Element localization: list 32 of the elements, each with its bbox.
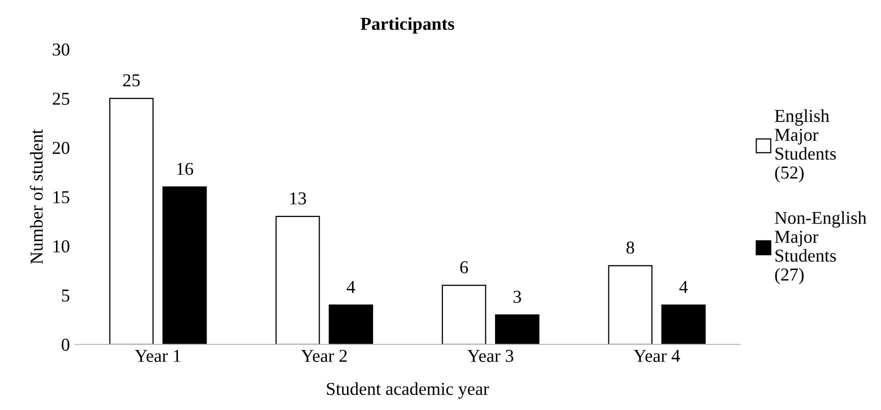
data-label: 13 — [290, 192, 306, 204]
x-tick-label: Year 4 — [634, 350, 680, 362]
y-tick-label: 30 — [52, 43, 70, 56]
legend-label: Non-English Major Students (27) — [774, 211, 866, 284]
bar — [162, 186, 207, 344]
data-label: 6 — [460, 261, 468, 274]
bar — [442, 284, 486, 344]
data-label: 4 — [679, 280, 688, 293]
data-label: 3 — [514, 290, 522, 303]
x-tick-label: Year 1 — [134, 350, 180, 362]
y-tick-label: 25 — [52, 92, 70, 105]
bar — [661, 304, 706, 344]
y-tick-label: 15 — [54, 191, 70, 204]
x-tick-label: Year 3 — [467, 350, 514, 362]
chart-title: Participants — [360, 17, 454, 34]
x-axis-title: Student academic year — [326, 382, 490, 399]
bar — [608, 265, 652, 344]
bar — [276, 216, 320, 344]
bar — [495, 314, 540, 344]
y-tick-label: 0 — [62, 338, 70, 351]
data-label: 8 — [626, 241, 634, 254]
data-label: 25 — [123, 74, 140, 86]
legend-label: English Major Students (52) — [774, 109, 836, 182]
y-tick-label: 10 — [54, 240, 70, 252]
data-label: 16 — [177, 162, 194, 175]
data-label: 4 — [346, 280, 356, 293]
y-axis-title: Number of student — [30, 129, 43, 264]
y-tick-label: 20 — [52, 142, 70, 154]
y-tick-label: 5 — [62, 290, 70, 302]
x-tick-label: Year 2 — [301, 350, 347, 362]
bar — [109, 98, 154, 344]
bar — [328, 304, 374, 344]
